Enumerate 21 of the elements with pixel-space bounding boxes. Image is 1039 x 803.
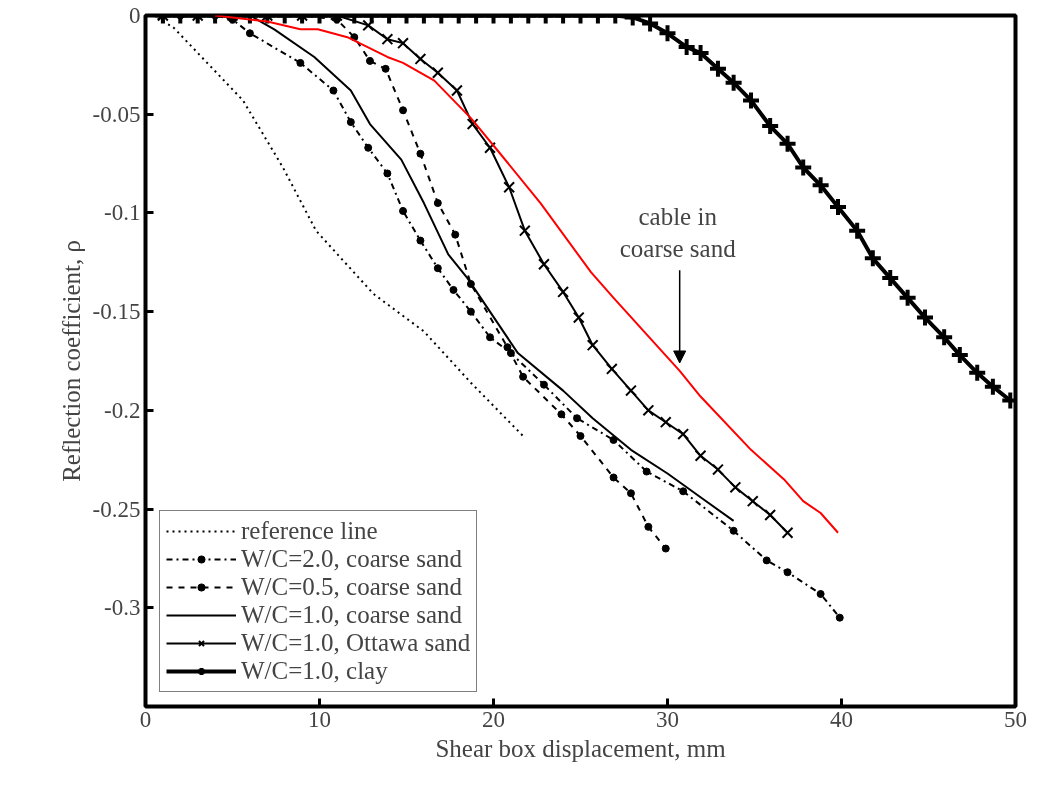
y-tick-label: 0 bbox=[129, 3, 141, 28]
y-tick-label: -0.1 bbox=[104, 200, 141, 226]
legend-label: W/C=1.0, coarse sand bbox=[241, 601, 462, 629]
legend-label: reference line bbox=[241, 517, 378, 545]
x-tick-label: 10 bbox=[308, 706, 331, 732]
y-axis-title: Reflection coefficient, ρ bbox=[57, 240, 85, 482]
x-tick-label: 50 bbox=[1004, 706, 1027, 732]
y-tick-label: -0.3 bbox=[104, 595, 141, 621]
x-tick-label: 20 bbox=[482, 706, 505, 732]
y-tick-label: -0.2 bbox=[104, 397, 141, 423]
annotation: cable in coarse sand bbox=[619, 202, 737, 263]
y-tick-label: -0.15 bbox=[92, 299, 141, 325]
legend-label: W/C=2.0, coarse sand bbox=[241, 545, 462, 573]
x-tick-label: 40 bbox=[830, 706, 853, 732]
legend-label: W/C=1.0, clay bbox=[241, 657, 388, 685]
x-axis-title: Shear box displacement, mm bbox=[435, 734, 727, 762]
y-tick-label: -0.25 bbox=[92, 496, 141, 522]
legend-label: W/C=0.5, coarse sand bbox=[241, 573, 462, 601]
legend-label: W/C=1.0, Ottawa sand bbox=[241, 629, 471, 657]
x-tick-label: 30 bbox=[656, 706, 679, 732]
y-tick-label: -0.05 bbox=[92, 101, 141, 127]
